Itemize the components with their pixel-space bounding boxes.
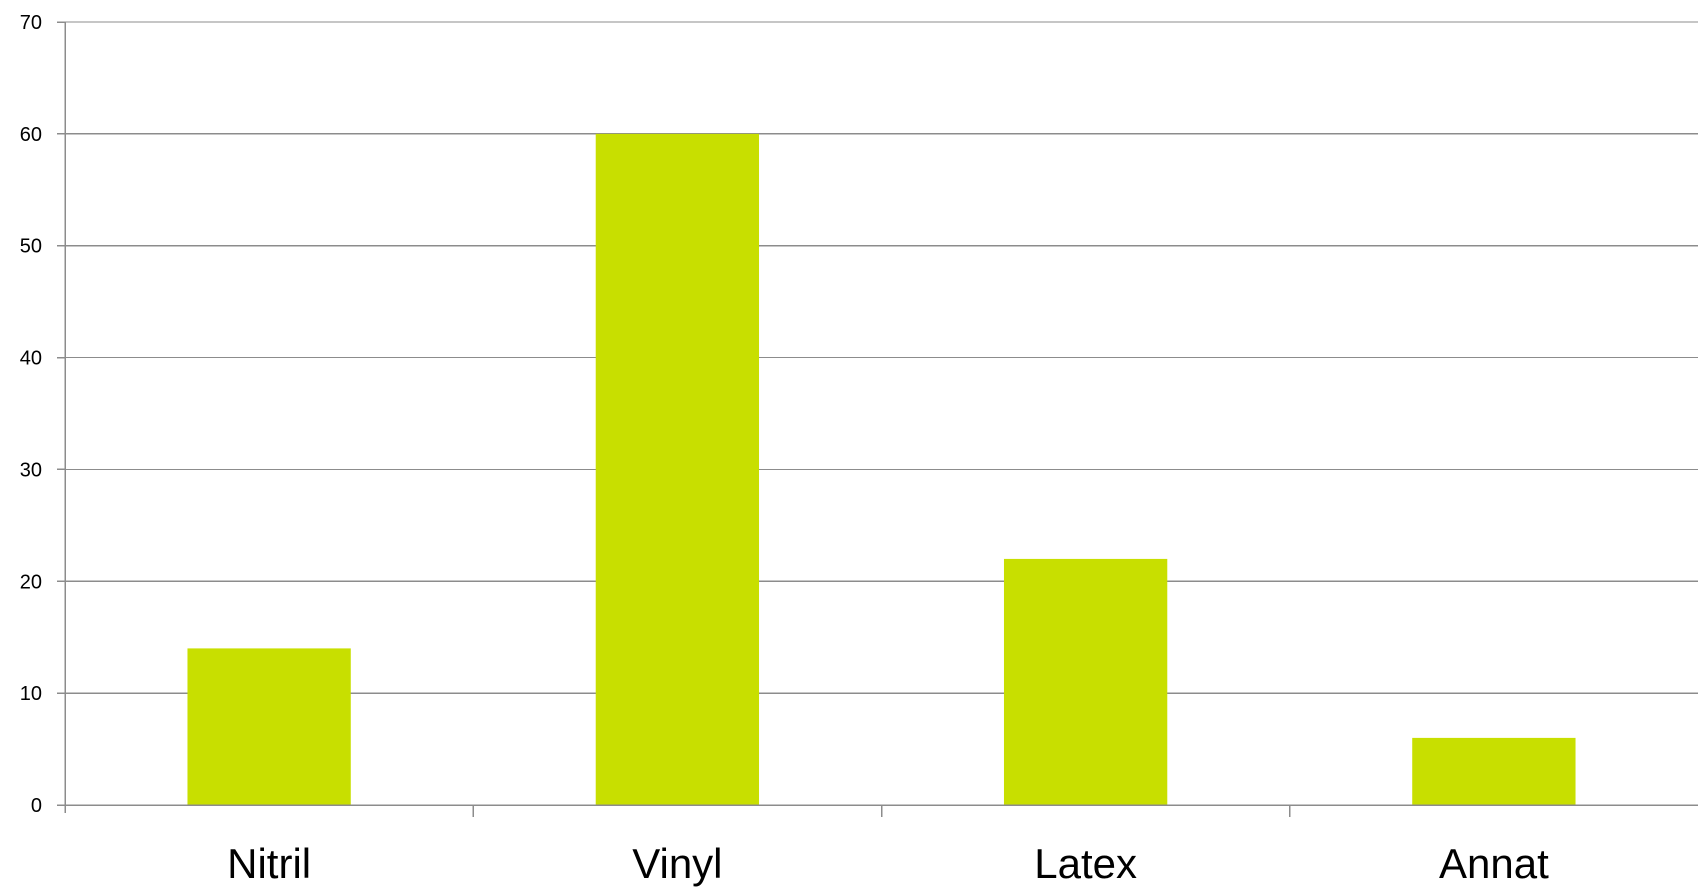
x-tick-label: Latex: [1034, 840, 1137, 887]
bar-latex: [1003, 558, 1168, 805]
y-tick-label: 0: [31, 795, 42, 817]
x-tick-label: Annat: [1439, 840, 1549, 887]
y-tick-label: 60: [20, 124, 42, 146]
gridlines: [65, 21, 1698, 694]
axes: [57, 21, 1698, 817]
y-tick-label: 40: [20, 348, 42, 370]
y-tick-label: 20: [20, 571, 42, 593]
bars: [187, 133, 1576, 805]
bar-annat: [1412, 737, 1576, 805]
bar-nitril: [187, 648, 351, 805]
x-tick-label: Nitril: [227, 840, 311, 887]
y-tick-label: 10: [20, 683, 42, 705]
x-tick-label: Vinyl: [632, 840, 722, 887]
y-tick-label: 70: [20, 12, 42, 34]
y-tick-label: 50: [20, 236, 42, 258]
bar-vinyl: [595, 133, 760, 805]
y-tick-label: 30: [20, 459, 42, 481]
tick-labels: 0 10 20 30 40 50 60 70 Nitril Vinyl Latex Annat: [20, 12, 1549, 887]
